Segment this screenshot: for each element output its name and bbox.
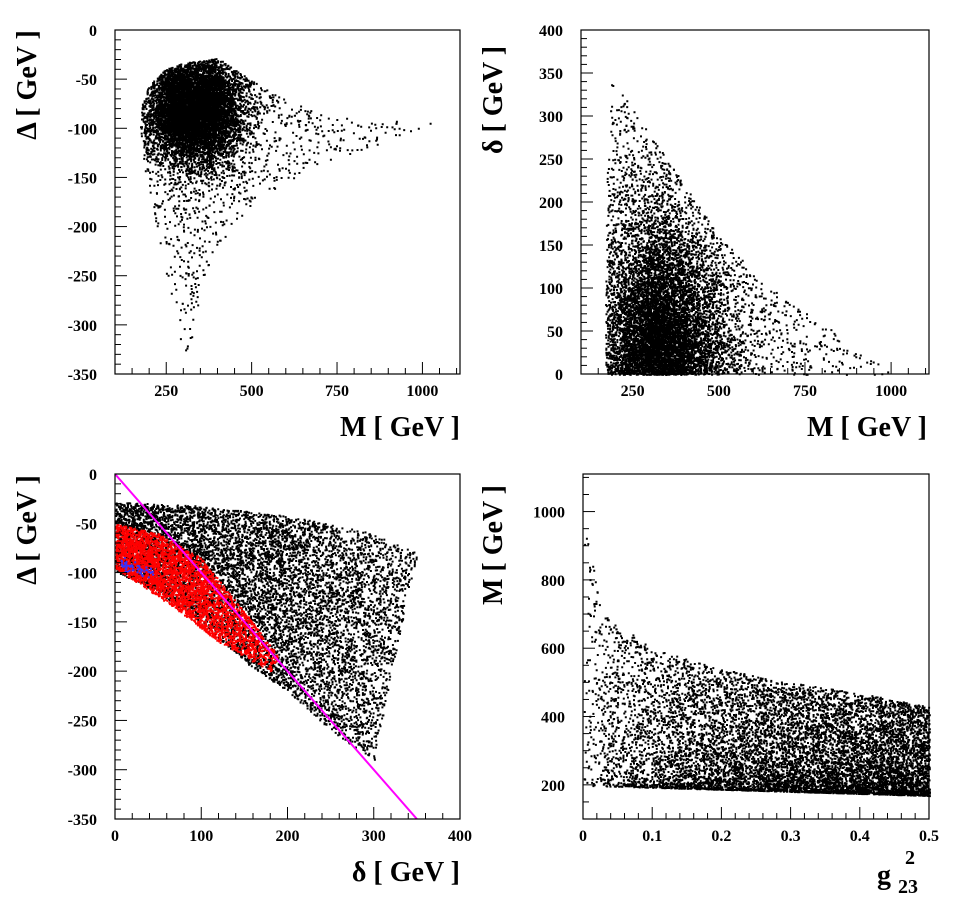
p3-y-tick-label: -200 bbox=[68, 664, 97, 681]
p2-y-tick-label: 300 bbox=[539, 109, 563, 126]
p2-y-tick-label: 50 bbox=[547, 324, 563, 341]
p4-plot-frame bbox=[582, 473, 930, 820]
p2-x-tick-label: 750 bbox=[793, 383, 817, 400]
p4-x-tick-label: 0.3 bbox=[781, 828, 801, 845]
p2-y-tick-label: 0 bbox=[555, 367, 563, 384]
p1-y-tick-label: -350 bbox=[68, 367, 97, 384]
p4-y-tick-label: 600 bbox=[541, 641, 565, 658]
panel-mass-vs-coupling: 0 0.1 0.2 0.3 0.4 0.5 200 400 600 800 1000 M [ GeV… bbox=[478, 473, 939, 898]
p4-y-axis-title: M [ GeV ] bbox=[478, 485, 509, 605]
p2-y-tick-label: 350 bbox=[539, 66, 563, 83]
p3-point-cloud-red bbox=[115, 524, 279, 673]
p1-x-tick-label: 1000 bbox=[406, 383, 438, 400]
p1-y-tick-label: -150 bbox=[68, 170, 97, 187]
p4-x-axis-title-superscript: 2 bbox=[905, 847, 915, 869]
p3-y-tick-label: -350 bbox=[68, 812, 97, 829]
p2-y-axis-title: δ [ GeV ] bbox=[478, 46, 509, 154]
p2-ticks: 250 500 750 1000 0 50 100 150 200 250 300 350 400 bbox=[539, 23, 927, 400]
p4-point-cloud bbox=[583, 537, 931, 798]
p1-x-tick-label: 750 bbox=[325, 383, 349, 400]
panel-delta-vs-small-delta: 0 100 200 300 400 0 -50 -100 -150 -200 -250 -300 -35… bbox=[12, 467, 472, 888]
p2-y-tick-label: 150 bbox=[539, 238, 563, 255]
p2-x-axis-title: M [ GeV ] bbox=[807, 412, 927, 443]
p4-x-tick-label: 0.5 bbox=[919, 828, 939, 845]
p4-x-axis-title-subscript: 23 bbox=[898, 876, 918, 898]
p4-x-tick-label: 0.2 bbox=[711, 828, 731, 845]
p1-y-tick-label: -250 bbox=[68, 269, 97, 286]
p1-x-tick-label: 250 bbox=[154, 383, 178, 400]
p4-y-tick-label: 400 bbox=[541, 710, 565, 727]
p3-y-tick-label: -250 bbox=[68, 713, 97, 730]
p2-x-tick-label: 1000 bbox=[875, 383, 907, 400]
p3-y-tick-label: -50 bbox=[76, 516, 97, 533]
p4-x-tick-label: 0.4 bbox=[850, 828, 870, 845]
p2-y-tick-label: 200 bbox=[539, 195, 563, 212]
panel-delta-vs-mass: 250 500 750 1000 0 -50 -100 -150 -200 -250 -300 -35… bbox=[12, 23, 461, 443]
p3-x-tick-label: 100 bbox=[189, 828, 213, 845]
p3-x-tick-label: 0 bbox=[111, 828, 119, 845]
p2-y-tick-label: 100 bbox=[539, 281, 563, 298]
p4-y-tick-label: 1000 bbox=[533, 505, 565, 522]
p3-x-tick-label: 300 bbox=[362, 828, 386, 845]
p3-scatter-points bbox=[115, 502, 418, 761]
p1-y-tick-label: -300 bbox=[68, 318, 97, 335]
p2-y-tick-label: 400 bbox=[539, 23, 563, 40]
p1-ticks: 250 500 750 1000 0 -50 -100 -150 -200 -250 -300 -35… bbox=[68, 23, 458, 400]
p3-point-cloud-blue bbox=[120, 557, 154, 579]
p4-x-axis-title-base: g bbox=[877, 860, 891, 891]
p1-x-tick-label: 500 bbox=[240, 383, 264, 400]
p3-y-tick-label: -100 bbox=[68, 566, 97, 583]
p2-x-tick-label: 500 bbox=[707, 383, 731, 400]
p4-scatter-points bbox=[583, 537, 931, 798]
p2-point-cloud bbox=[605, 84, 890, 376]
p4-y-tick-label: 200 bbox=[541, 778, 565, 795]
p3-y-tick-label: -300 bbox=[68, 763, 97, 780]
p1-x-axis-title: M [ GeV ] bbox=[340, 412, 460, 443]
p3-x-tick-label: 200 bbox=[276, 828, 300, 845]
p1-y-tick-label: -200 bbox=[68, 220, 97, 237]
p1-y-axis-title: Δ [ GeV ] bbox=[12, 30, 43, 140]
p1-y-tick-label: -100 bbox=[68, 121, 97, 138]
p1-plot-frame bbox=[114, 29, 461, 375]
p4-x-tick-label: 0.1 bbox=[642, 828, 662, 845]
p2-y-tick-label: 250 bbox=[539, 152, 563, 169]
p4-y-tick-label: 800 bbox=[541, 573, 565, 590]
p4-x-tick-label: 0 bbox=[579, 828, 587, 845]
p3-x-tick-label: 400 bbox=[448, 828, 472, 845]
p3-ticks: 0 100 200 300 400 0 -50 -100 -150 -200 -250 -300 -35… bbox=[68, 467, 472, 845]
p2-scatter-points bbox=[605, 84, 890, 376]
panel-small-delta-vs-mass: 250 500 750 1000 0 50 100 150 200 250 300 350 400 M … bbox=[478, 23, 930, 443]
p3-y-tick-label: -150 bbox=[68, 615, 97, 632]
p2-x-tick-label: 250 bbox=[621, 383, 645, 400]
p3-y-tick-label: 0 bbox=[89, 467, 97, 484]
p3-x-axis-title: δ [ GeV ] bbox=[352, 857, 460, 888]
p3-y-axis-title: Δ [ GeV ] bbox=[12, 475, 43, 585]
p1-y-tick-label: -50 bbox=[76, 72, 97, 89]
p4-ticks: 0 0.1 0.2 0.3 0.4 0.5 200 400 600 800 1000 bbox=[533, 476, 939, 845]
p3-point-cloud-black bbox=[115, 502, 418, 761]
p1-scatter-points bbox=[140, 58, 432, 352]
p1-y-tick-label: 0 bbox=[89, 23, 97, 40]
p3-diagonal-line bbox=[115, 474, 418, 819]
p1-point-cloud bbox=[140, 58, 432, 352]
